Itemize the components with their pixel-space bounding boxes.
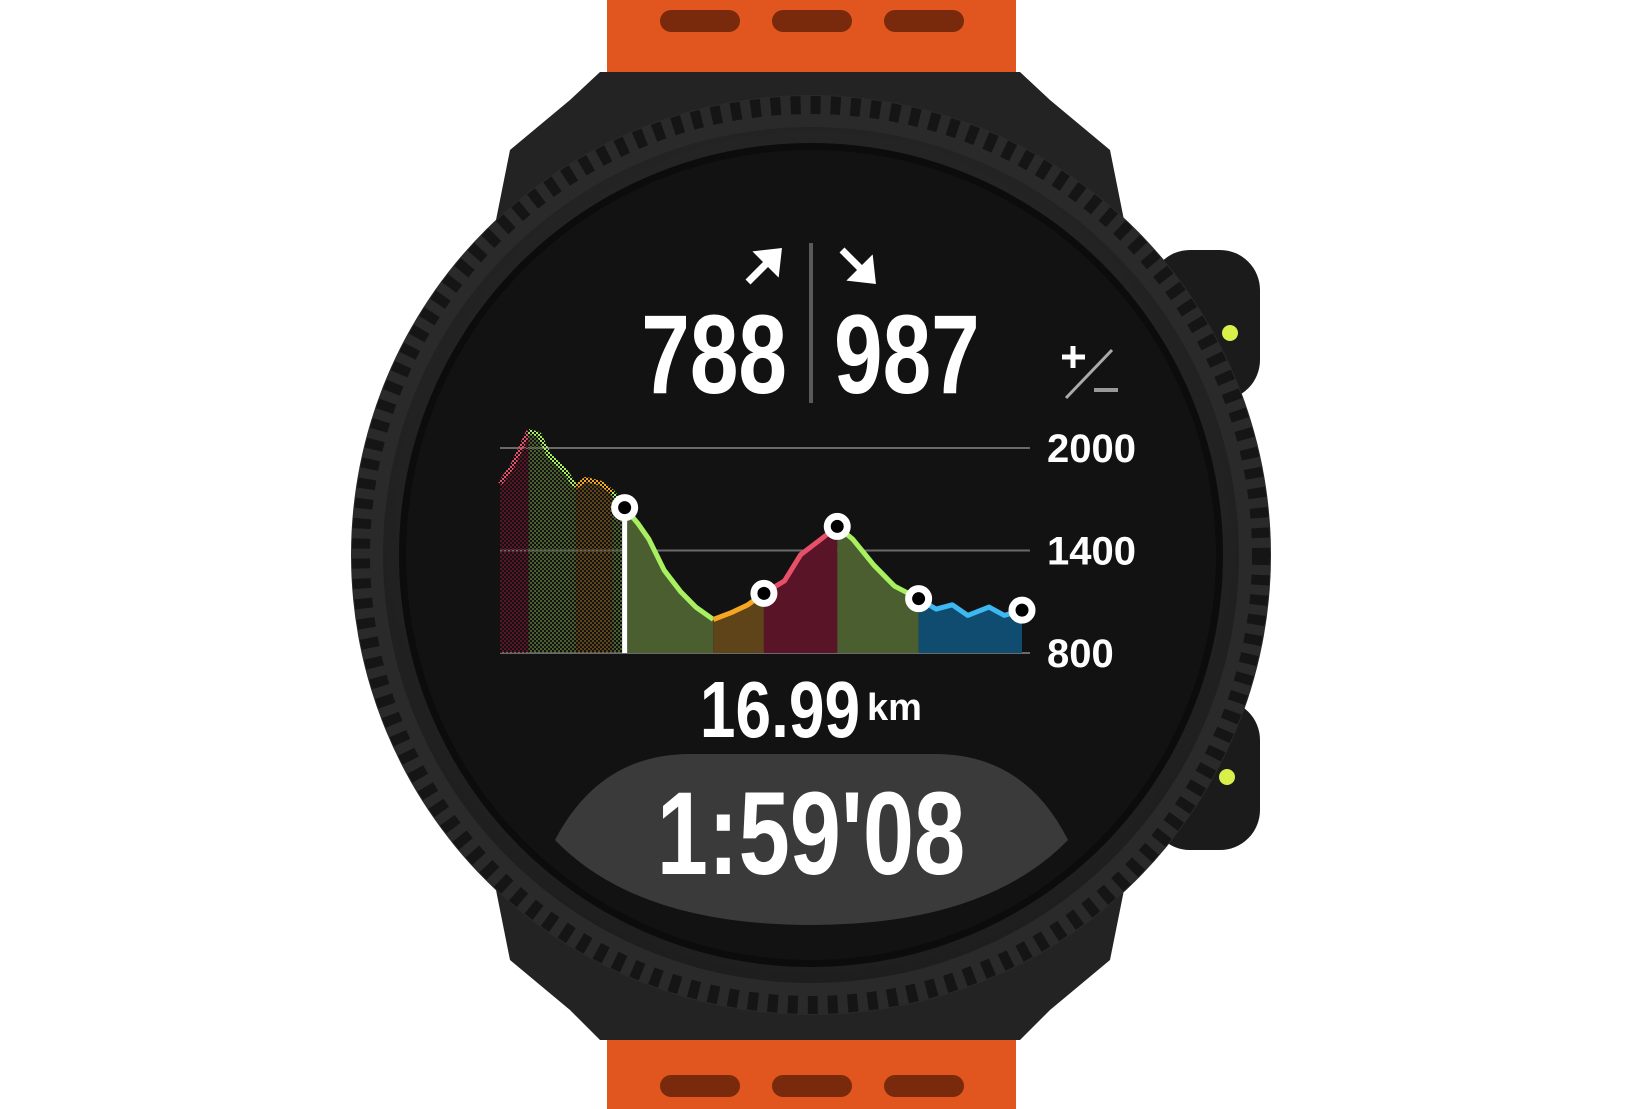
elevation-line [762, 524, 839, 596]
button-indicator-dot [1222, 325, 1238, 341]
button-indicator-dot [1219, 769, 1235, 785]
elevation-area [713, 593, 764, 653]
y-tick-label: 800 [1047, 632, 1114, 676]
distance-unit: km [867, 687, 922, 729]
elevation-area [528, 431, 576, 653]
elevation-area [763, 526, 838, 653]
elevation-line [497, 430, 531, 485]
elevation-line [917, 596, 1023, 618]
elevation-area [612, 491, 625, 653]
plus-minus-icon[interactable] [1062, 346, 1118, 400]
waypoint-marker [823, 512, 851, 540]
elevation-area [575, 479, 613, 653]
distance-value: 16.99 [700, 665, 860, 754]
arrow-down-right-icon [839, 247, 876, 284]
elevation-line [622, 506, 715, 622]
waypoint-marker [905, 585, 933, 613]
y-tick-label: 2000 [1047, 427, 1136, 471]
descent-value: 987 [834, 293, 980, 418]
elevation-area [837, 526, 919, 653]
ascent-value: 788 [641, 293, 787, 418]
y-tick-label: 1400 [1047, 530, 1136, 574]
waypoint-marker [611, 494, 639, 522]
elevation-area [500, 431, 529, 653]
waypoint-marker [1008, 596, 1036, 624]
elevation-line [527, 428, 578, 489]
arrow-up-right-icon [745, 248, 782, 285]
waypoint-marker [750, 579, 778, 607]
elevation-chart: 2000 1400 800 [497, 427, 1136, 676]
elevation-line [574, 476, 614, 494]
duration-panel [555, 754, 1068, 925]
duration-value: 1:59'08 [657, 768, 965, 900]
